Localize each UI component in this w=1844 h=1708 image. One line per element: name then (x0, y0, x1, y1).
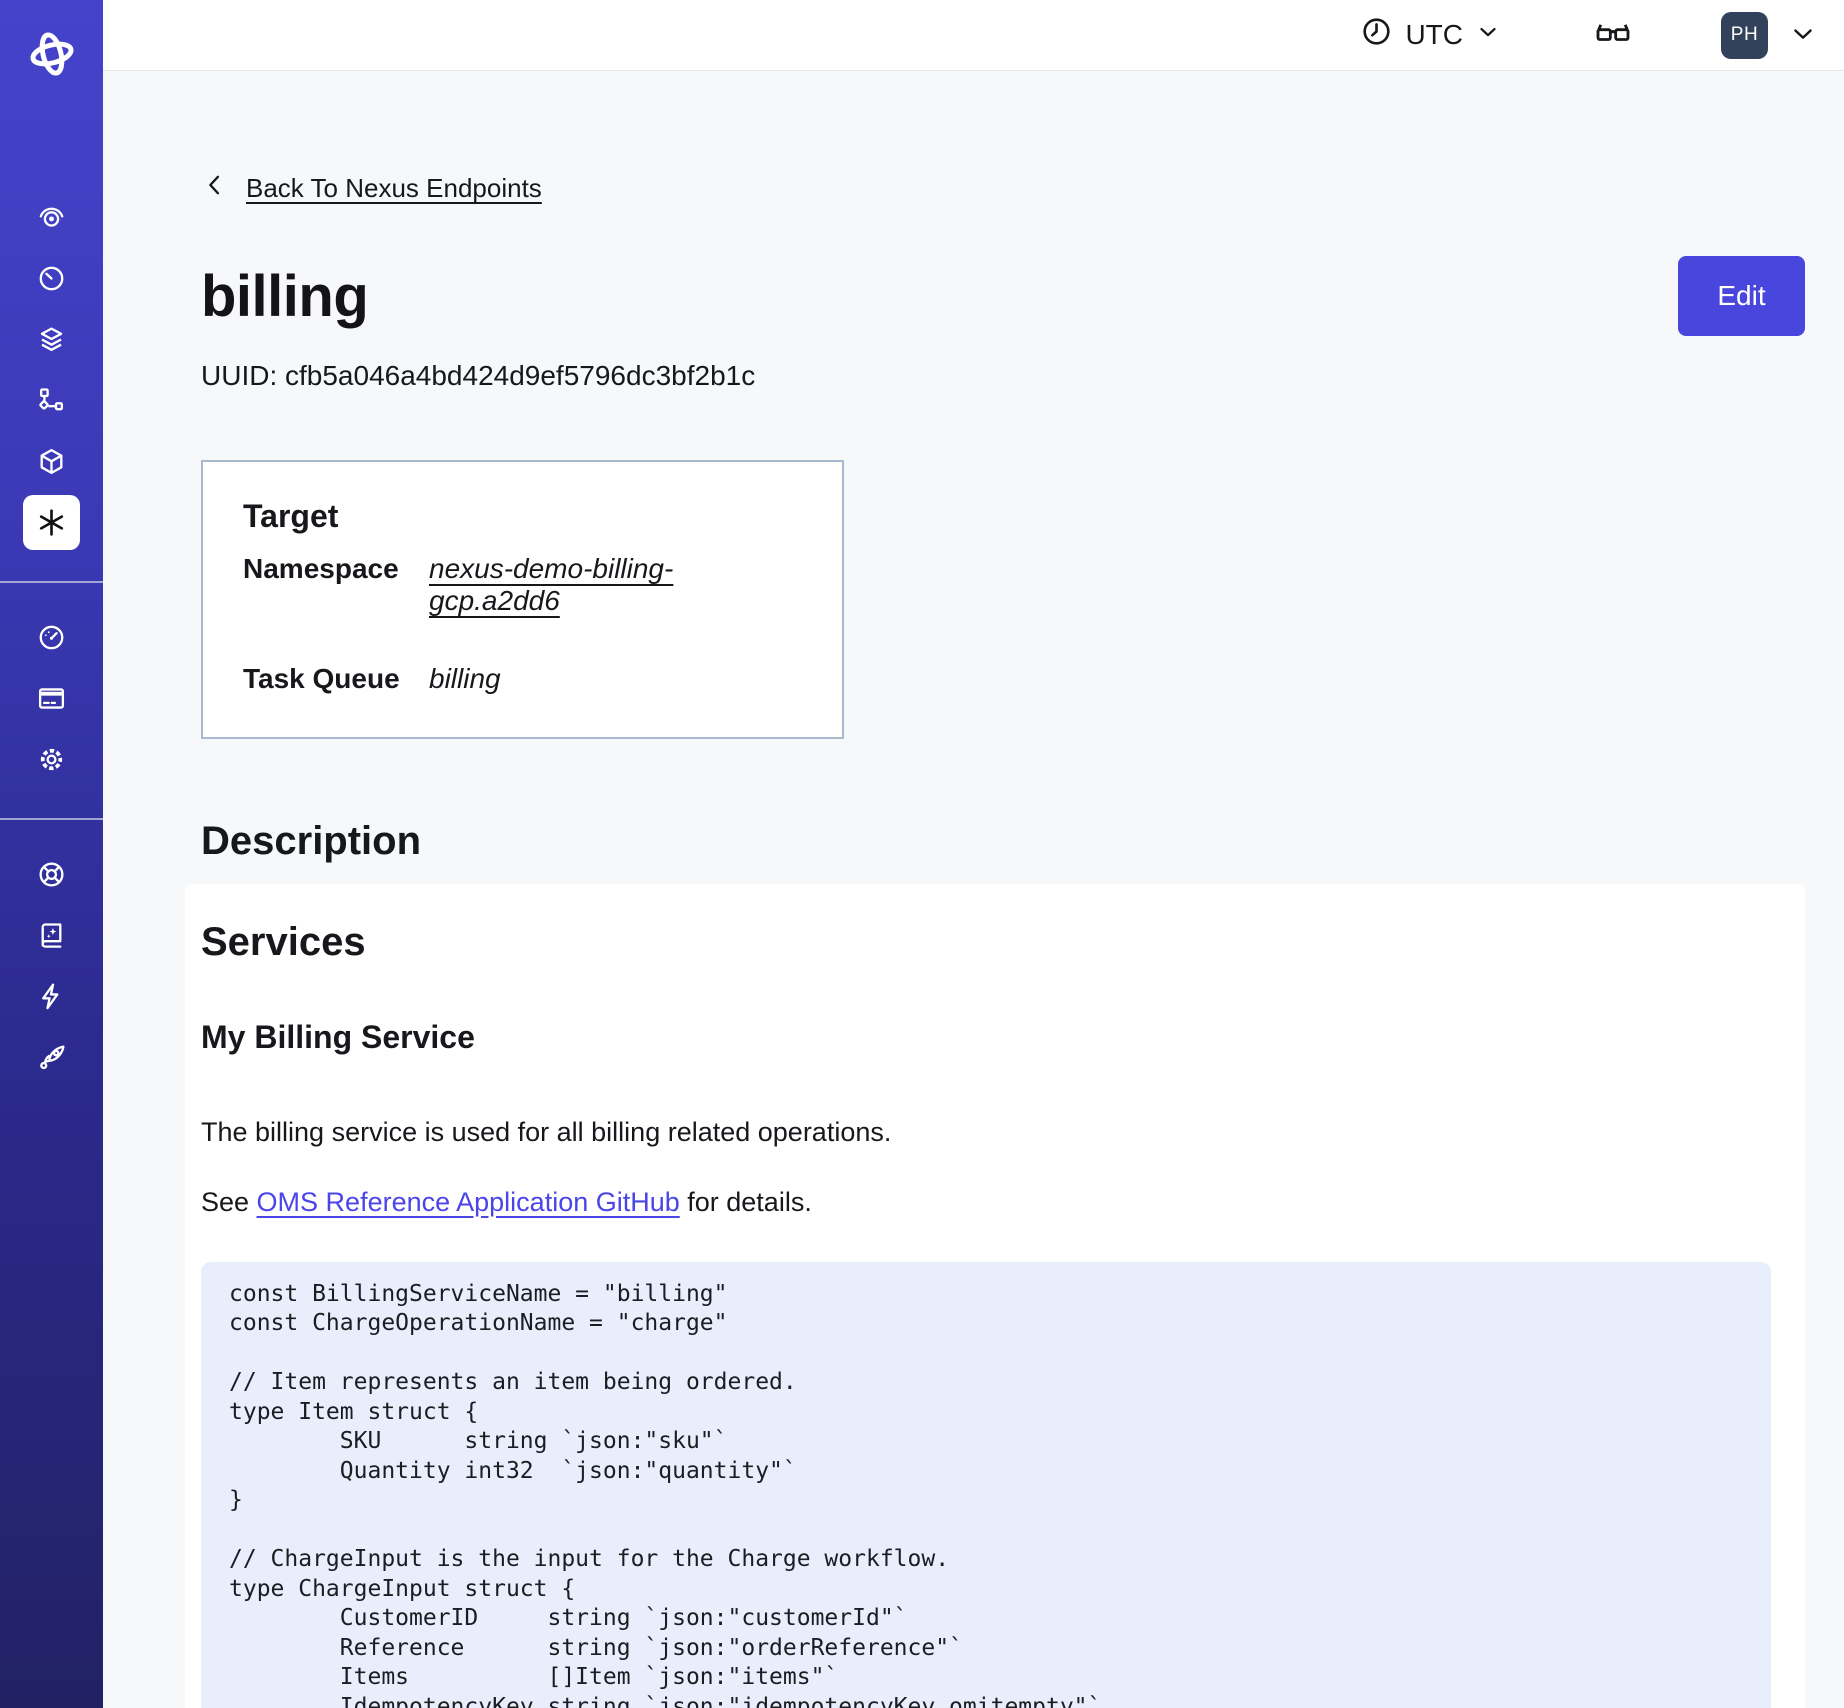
services-heading: Services (201, 920, 366, 964)
rocket-icon (36, 1042, 67, 1073)
task-queue-row: Task Queue billing (243, 663, 802, 695)
chevron-down-icon (1475, 19, 1501, 52)
service-name-heading: My Billing Service (201, 1019, 475, 1055)
description-card: Services My Billing Service The billing … (185, 884, 1805, 1708)
workflows-icon (36, 202, 67, 233)
nav-usage[interactable] (22, 607, 82, 668)
gauge-icon (36, 622, 67, 653)
nexus-asterisk-icon (35, 506, 68, 539)
chevron-down-icon (1788, 19, 1818, 52)
chevron-left-icon (201, 171, 229, 206)
nav-nexus[interactable] (23, 495, 80, 550)
nav-batch-operations[interactable] (22, 370, 82, 431)
top-bar: UTC PH (103, 0, 1844, 71)
nav-workflows[interactable] (22, 187, 82, 248)
layers-icon (36, 324, 67, 355)
sidebar-nav (0, 187, 103, 1088)
namespace-row: Namespace nexus-demo-billing-gcp.a2dd6 (243, 553, 802, 617)
service-description-text: The billing service is used for all bill… (201, 1117, 892, 1147)
credit-card-icon (36, 683, 67, 714)
nav-support[interactable] (22, 844, 82, 905)
namespace-link[interactable]: nexus-demo-billing-gcp.a2dd6 (429, 553, 674, 616)
gear-icon (36, 744, 67, 775)
see-details-text: See OMS Reference Application GitHub for… (201, 1186, 812, 1217)
endpoint-uuid: UUID: cfb5a046a4bd424d9ef5796dc3bf2b1c (201, 360, 756, 391)
edit-button[interactable]: Edit (1678, 256, 1805, 336)
nav-documentation[interactable] (22, 905, 82, 966)
description-heading: Description (201, 819, 422, 863)
temporal-logo-icon[interactable] (24, 26, 80, 82)
data-encoder-button[interactable] (1593, 14, 1633, 57)
book-sparkle-icon (36, 920, 67, 951)
graph-icon (36, 385, 67, 416)
target-heading: Target (243, 498, 339, 534)
nav-deployments[interactable] (22, 309, 82, 370)
target-card: Target Namespace nexus-demo-billing-gcp.… (201, 460, 844, 739)
task-queue-value: billing (429, 663, 501, 694)
sidebar-divider (0, 818, 103, 820)
user-avatar[interactable]: PH (1721, 11, 1768, 59)
page-title: billing (201, 263, 369, 329)
nav-feedback[interactable] (22, 966, 82, 1027)
back-link-label: Back To Nexus Endpoints (246, 173, 542, 203)
nav-billing[interactable] (22, 668, 82, 729)
nav-schedules[interactable] (22, 248, 82, 309)
nav-settings[interactable] (22, 729, 82, 790)
avatar-initials: PH (1730, 24, 1759, 45)
code-block: const BillingServiceName = "billing" con… (201, 1261, 1771, 1708)
nav-get-started[interactable] (22, 1027, 82, 1088)
sidebar-divider (0, 581, 103, 583)
life-ring-icon (36, 859, 67, 890)
namespace-label: Namespace (243, 553, 399, 584)
cube-icon (36, 446, 67, 477)
schedules-icon (36, 263, 67, 294)
sidebar (0, 0, 103, 1708)
oms-reference-github-link[interactable]: OMS Reference Application GitHub (256, 1186, 680, 1217)
timezone-selector[interactable]: UTC (1360, 15, 1501, 55)
timezone-label: UTC (1405, 19, 1463, 50)
main-content: Back To Nexus Endpoints billing Edit UUI… (103, 71, 1844, 1708)
nav-archival[interactable] (22, 431, 82, 492)
clock-icon (1360, 15, 1393, 55)
task-queue-label: Task Queue (243, 663, 400, 694)
code-content: const BillingServiceName = "billing" con… (229, 1280, 1102, 1708)
glasses-icon (1593, 14, 1633, 57)
user-menu-button[interactable] (1788, 19, 1818, 52)
lightning-icon (36, 981, 67, 1012)
back-to-nexus-endpoints-link[interactable]: Back To Nexus Endpoints (201, 171, 542, 206)
